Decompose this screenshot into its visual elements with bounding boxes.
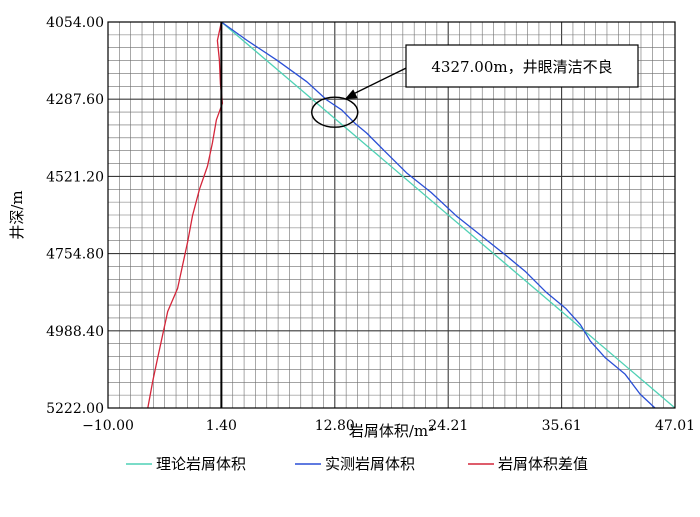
- x-axis-ticks: −10.00 1.40 12.80 24.21 35.61 47.01: [82, 418, 695, 434]
- annotation: 4327.00m，井眼清洁不良: [311, 44, 639, 128]
- y-tick-label: 4754.80: [46, 247, 104, 263]
- y-tick-label: 4988.40: [46, 324, 104, 340]
- x-tick-label: 24.21: [428, 418, 468, 434]
- x-tick-label: −10.00: [82, 418, 134, 434]
- y-tick-label: 4521.20: [46, 169, 104, 185]
- x-tick-label: 1.40: [206, 418, 237, 434]
- y-tick-label: 4054.00: [46, 15, 104, 31]
- annotation-arrow-head: [344, 89, 358, 100]
- x-tick-label: 47.01: [655, 418, 695, 434]
- legend-label-3: 岩屑体积差值: [498, 455, 588, 473]
- series-line-2: [221, 21, 656, 409]
- y-axis-ticks: 4054.00 4287.60 4521.20 4754.80 4988.40 5222.…: [46, 15, 104, 417]
- x-tick-label: 35.61: [542, 418, 582, 434]
- x-tick-label: 12.80: [315, 418, 355, 434]
- plot-frame: [107, 21, 676, 409]
- legend-label-1: 理论岩屑体积: [156, 455, 246, 473]
- annotation-circle: [311, 96, 359, 128]
- x-axis-title: 岩屑体积/m³: [349, 422, 434, 440]
- annotation-text: 4327.00m，井眼清洁不良: [431, 58, 612, 76]
- y-axis-title: 井深/m: [8, 190, 26, 239]
- series-line-3: [147, 21, 224, 409]
- annotation-box: [405, 44, 639, 88]
- legend: 理论岩屑体积 实测岩屑体积 岩屑体积差值: [126, 455, 588, 473]
- annotation-arrow-line: [350, 67, 407, 96]
- y-tick-label: 5222.00: [46, 401, 104, 417]
- series-layer: [147, 21, 676, 409]
- y-tick-label: 4287.60: [46, 92, 104, 108]
- plot-border: [107, 21, 676, 409]
- series-line-1: [220, 21, 676, 409]
- legend-label-2: 实测岩屑体积: [325, 455, 415, 473]
